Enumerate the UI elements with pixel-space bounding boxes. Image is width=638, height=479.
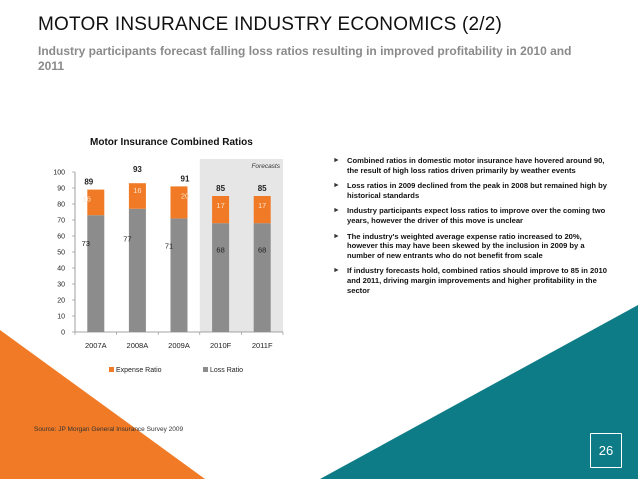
bullet-item: ► Loss ratios in 2009 declined from the p… <box>333 181 611 200</box>
total-label: 85 <box>216 184 225 193</box>
loss-ratio-label: 68 <box>216 245 224 254</box>
y-tick-label: 40 <box>57 266 65 273</box>
bullet-item: ► If industry forecasts hold, combined ra… <box>333 266 611 295</box>
y-tick-label: 80 <box>57 202 65 209</box>
legend-swatch-expense <box>109 367 114 372</box>
triangle-bullet-icon: ► <box>333 267 340 275</box>
teal-corner-shape <box>320 305 638 479</box>
loss-ratio-bar <box>170 218 188 332</box>
bullet-list: ► Combined ratios in domestic motor insur… <box>333 156 611 301</box>
x-tick-label: 2009A <box>168 341 190 350</box>
y-tick-label: 90 <box>57 186 65 193</box>
expense-ratio-label: 20 <box>181 191 189 200</box>
y-tick-label: 10 <box>57 314 65 321</box>
bullet-text: The industry's weighted average expense … <box>347 231 585 260</box>
triangle-bullet-icon: ► <box>333 207 340 215</box>
bullet-text: Combined ratios in domestic motor insura… <box>347 156 605 175</box>
loss-ratio-bar <box>87 215 105 332</box>
loss-ratio-label: 73 <box>82 239 90 248</box>
y-tick-label: 0 <box>61 330 65 337</box>
y-tick-label: 50 <box>57 250 65 257</box>
expense-ratio-bar <box>253 196 271 224</box>
combined-ratio-chart: Forecasts 0 10 20 30 40 50 60 70 80 90 100 73 16 89 200… <box>53 159 284 374</box>
forecast-label: Forecasts <box>251 163 280 170</box>
triangle-bullet-icon: ► <box>333 232 340 240</box>
legend-swatch-loss <box>203 367 208 372</box>
triangle-bullet-icon: ► <box>333 182 340 190</box>
bullet-item: ► Combined ratios in domestic motor insur… <box>333 156 611 175</box>
bullet-text: If industry forecasts hold, combined rat… <box>347 266 607 295</box>
x-tick-label: 2007A <box>85 341 107 350</box>
loss-ratio-label: 77 <box>123 234 131 243</box>
bullet-text: Loss ratios in 2009 declined from the pe… <box>347 181 607 200</box>
y-tick-label: 70 <box>57 218 65 225</box>
y-tick-label: 20 <box>57 298 65 305</box>
triangle-bullet-icon: ► <box>333 157 340 164</box>
page-subtitle: Industry participants forecast falling l… <box>38 44 572 73</box>
y-tick-label: 100 <box>53 170 65 177</box>
legend-label-loss: Loss Ratio <box>210 367 243 374</box>
page-title: MOTOR INSURANCE INDUSTRY ECONOMICS (2/2) <box>38 14 503 35</box>
loss-ratio-bar <box>253 223 271 332</box>
x-tick-label: 2011F <box>252 341 273 350</box>
loss-ratio-bar <box>128 208 146 332</box>
bullet-item: ► The industry's weighted average expense… <box>333 232 611 261</box>
expense-ratio-label: 17 <box>258 201 266 210</box>
total-label: 93 <box>133 165 142 174</box>
orange-corner-shape <box>0 330 205 479</box>
expense-ratio-bar <box>212 196 230 224</box>
total-label: 85 <box>258 184 267 193</box>
loss-ratio-bar <box>212 223 230 332</box>
bullet-text: Industry participants expect loss ratios… <box>347 206 606 225</box>
x-tick-label: 2008A <box>127 341 149 350</box>
expense-ratio-bar <box>87 189 105 216</box>
source-note: Source: JP Morgan General Insurance Surv… <box>34 426 184 433</box>
bullet-item: ► Industry participants expect loss ratio… <box>333 206 611 225</box>
page-number: 26 <box>590 433 622 468</box>
chart-title: Motor Insurance Combined Ratios <box>90 137 253 148</box>
loss-ratio-label: 68 <box>258 245 266 254</box>
loss-ratio-label: 71 <box>165 242 173 251</box>
x-tick-label: 2010F <box>210 341 232 350</box>
expense-ratio-bar <box>128 183 146 209</box>
total-label: 89 <box>84 178 93 187</box>
expense-ratio-label: 16 <box>133 186 141 195</box>
expense-ratio-bar <box>170 186 188 219</box>
expense-ratio-label: 17 <box>216 201 224 210</box>
y-tick-label: 60 <box>57 234 65 241</box>
total-label: 91 <box>181 174 190 183</box>
y-tick-label: 30 <box>57 282 65 289</box>
legend-label-expense: Expense Ratio <box>116 367 162 374</box>
expense-ratio-label: 16 <box>83 195 91 204</box>
